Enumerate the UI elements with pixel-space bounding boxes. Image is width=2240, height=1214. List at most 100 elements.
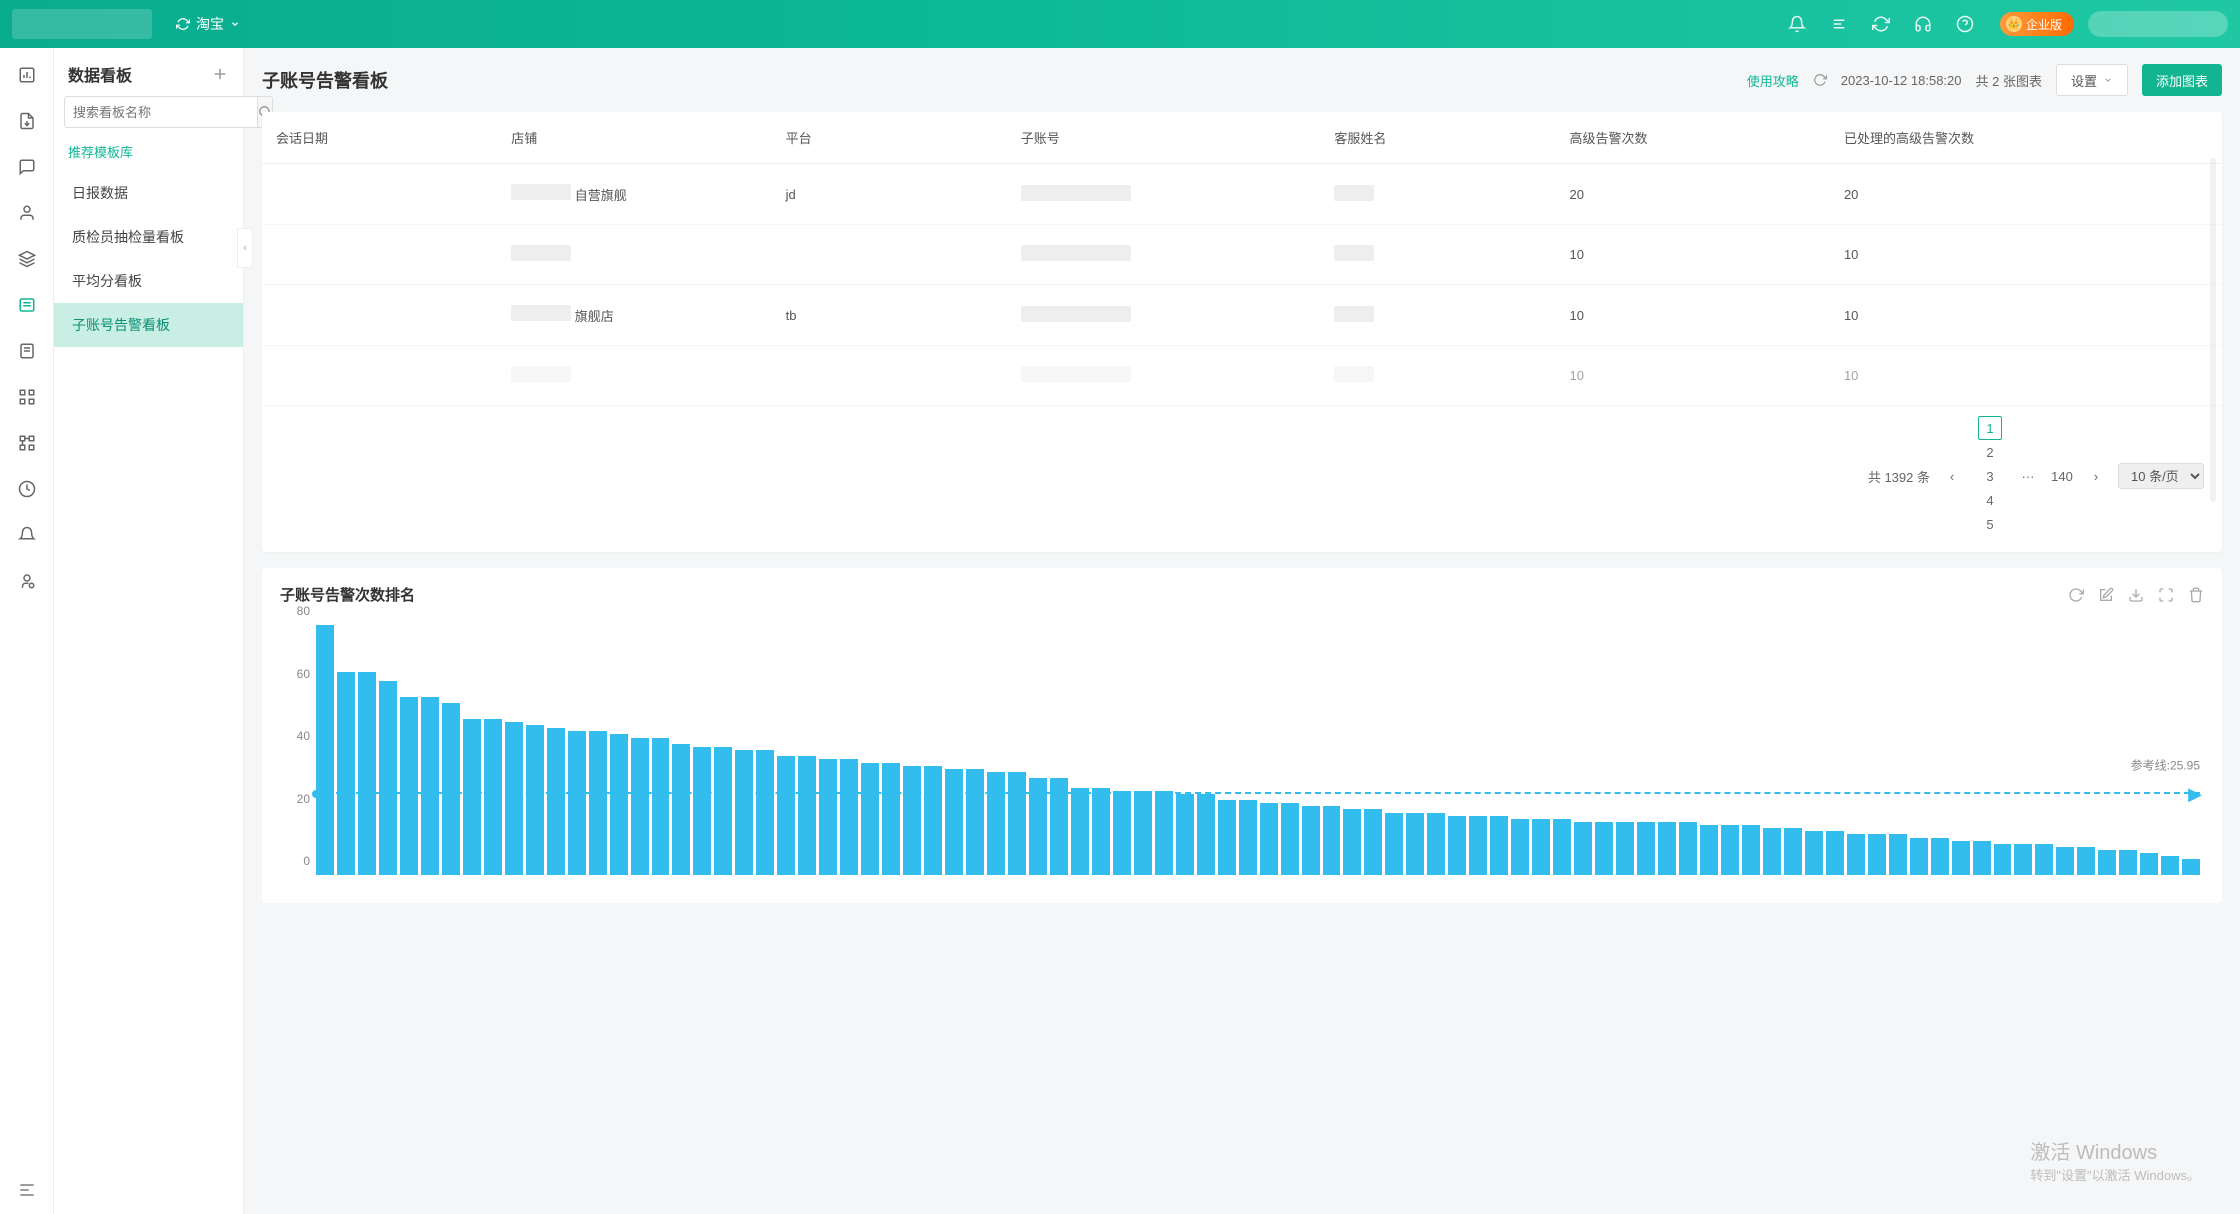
bar [631, 738, 649, 876]
bell-icon[interactable] [1788, 15, 1806, 33]
main-content: 子账号告警看板 使用攻略 2023-10-12 18:58:20 共 2 张图表… [244, 48, 2240, 1214]
sidebar-item[interactable]: 子账号告警看板 [54, 303, 243, 347]
sidebar-title: 数据看板 [68, 62, 132, 86]
list-icon[interactable] [18, 296, 36, 314]
bar [1868, 834, 1886, 875]
bar [1742, 825, 1760, 875]
add-chart-button[interactable]: 添加图表 [2142, 64, 2222, 96]
bar [1197, 794, 1215, 875]
platform-label: 淘宝 [196, 14, 224, 34]
table-header: 高级告警次数 [1556, 112, 1830, 164]
bar [1092, 788, 1110, 876]
user-icon[interactable] [18, 204, 36, 222]
logo-placeholder [12, 9, 152, 39]
chat-icon[interactable] [18, 158, 36, 176]
help-icon[interactable] [1956, 15, 1974, 33]
bar [2140, 853, 2158, 875]
layers-icon[interactable] [18, 250, 36, 268]
bar [693, 747, 711, 875]
topbar: 淘宝 👑 企业版 [0, 0, 2240, 48]
page-number[interactable]: 4 [1978, 488, 2002, 512]
bar [1406, 813, 1424, 876]
bar [1343, 809, 1361, 875]
bar [400, 697, 418, 875]
page-size-select[interactable]: 10 条/页 [2118, 463, 2204, 489]
refline-label: 参考线:25.95 [2131, 756, 2200, 773]
sync-icon[interactable] [1872, 15, 1890, 33]
bar [1700, 825, 1718, 875]
bar [903, 766, 921, 875]
chart-delete-icon[interactable] [2188, 587, 2204, 603]
bar [756, 750, 774, 875]
menu-icon[interactable] [1830, 15, 1848, 33]
template-library-link[interactable]: 推荐模板库 [68, 145, 133, 160]
bar [442, 703, 460, 875]
chart-fullscreen-icon[interactable] [2158, 587, 2174, 603]
platform-selector[interactable]: 淘宝 [176, 14, 240, 34]
sidebar: 数据看板 推荐模板库 日报数据质检员抽检量看板平均分看板子账号告警看板 ‹ [54, 48, 244, 1214]
chart-download-icon[interactable] [2128, 587, 2144, 603]
bar [1763, 828, 1781, 875]
page-number[interactable]: 1 [1978, 416, 2002, 440]
chart-refresh-icon[interactable] [2068, 587, 2084, 603]
bar [2182, 859, 2200, 875]
bell2-icon[interactable] [18, 526, 36, 544]
table-card: 会话日期店铺平台子账号客服姓名高级告警次数已处理的高级告警次数 自营旗舰jd20… [262, 112, 2222, 552]
bar [840, 759, 858, 875]
chart-area: 020406080 ▶ 参考线:25.95 [280, 625, 2204, 895]
enterprise-badge[interactable]: 👑 企业版 [2000, 12, 2074, 36]
bar [505, 722, 523, 875]
bar [945, 769, 963, 875]
clock-icon[interactable] [18, 480, 36, 498]
bar [1385, 813, 1403, 876]
bar [1469, 816, 1487, 875]
collapse-rail-icon[interactable] [17, 1180, 37, 1200]
refresh-icon[interactable] [1813, 73, 1827, 87]
headset-icon[interactable] [1914, 15, 1932, 33]
page-number[interactable]: 2 [1978, 440, 2002, 464]
table-header: 子账号 [1007, 112, 1321, 164]
sidebar-item[interactable]: 平均分看板 [54, 259, 243, 303]
dashboard-icon[interactable] [18, 66, 36, 84]
bar [547, 728, 565, 875]
export-icon[interactable] [18, 112, 36, 130]
bar [714, 747, 732, 875]
bar [484, 719, 502, 875]
bar [1994, 844, 2012, 875]
bar [1448, 816, 1466, 875]
add-board-icon[interactable] [211, 65, 229, 83]
usage-guide-link[interactable]: 使用攻略 [1747, 71, 1799, 90]
page-last[interactable]: 140 [2050, 464, 2074, 488]
page-number[interactable]: 5 [1978, 512, 2002, 536]
bar [1721, 825, 1739, 875]
nodes-icon[interactable] [18, 388, 36, 406]
bar [1364, 809, 1382, 875]
settings-button[interactable]: 设置 [2056, 64, 2128, 96]
page-number[interactable]: 3 [1978, 464, 2002, 488]
chart-count: 共 2 张图表 [1976, 71, 2042, 90]
bar [1281, 803, 1299, 875]
sidebar-item[interactable]: 日报数据 [54, 171, 243, 215]
bar [568, 731, 586, 875]
bar [2056, 847, 2074, 875]
settings-user-icon[interactable] [18, 572, 36, 590]
bar [1176, 794, 1194, 875]
topbar-search[interactable] [2088, 11, 2228, 37]
doc-icon[interactable] [18, 342, 36, 360]
page-next[interactable]: › [2084, 464, 2108, 488]
bar [652, 738, 670, 876]
page-prev[interactable]: ‹ [1940, 464, 1964, 488]
nodes2-icon[interactable] [18, 434, 36, 452]
bar [316, 625, 334, 875]
table-header: 会话日期 [262, 112, 497, 164]
table-scrollbar[interactable] [2210, 158, 2216, 502]
bar [1302, 806, 1320, 875]
chart-edit-icon[interactable] [2098, 587, 2114, 603]
table-header: 店铺 [497, 112, 771, 164]
sidebar-item[interactable]: 质检员抽检量看板 [54, 215, 243, 259]
bar [1155, 791, 1173, 875]
sidebar-search-input[interactable] [64, 96, 258, 128]
bar [1637, 822, 1655, 875]
bar [526, 725, 544, 875]
table-row: 自营旗舰jd2020 [262, 164, 2222, 225]
